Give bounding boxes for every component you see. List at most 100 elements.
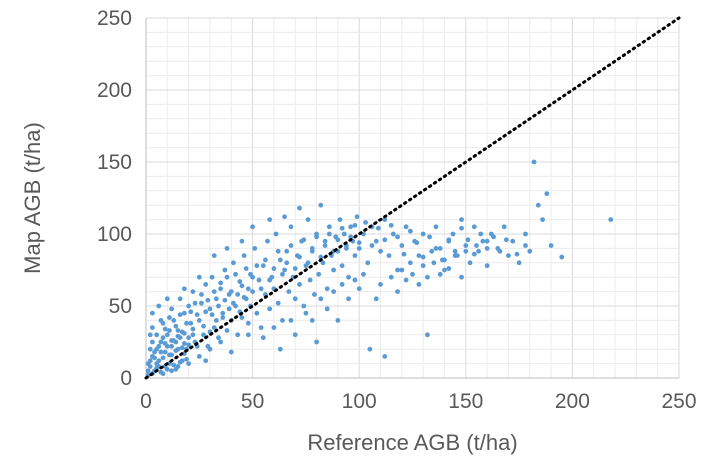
data-point: [267, 217, 273, 223]
data-point: [175, 333, 181, 339]
data-point: [267, 306, 273, 312]
data-point: [363, 220, 368, 225]
data-point: [297, 282, 302, 287]
data-point: [433, 246, 439, 251]
data-point: [388, 222, 394, 228]
data-point: [258, 286, 264, 292]
data-point: [403, 277, 409, 283]
data-point: [196, 354, 202, 359]
data-point: [184, 320, 189, 326]
data-point: [452, 253, 458, 258]
data-point: [147, 358, 153, 364]
data-point: [540, 217, 545, 223]
data-point: [271, 266, 277, 271]
data-point: [243, 266, 249, 271]
data-point: [235, 292, 241, 297]
data-point: [407, 228, 413, 234]
data-point: [337, 217, 343, 223]
data-point: [245, 332, 251, 338]
data-point: [192, 300, 198, 306]
data-point: [280, 271, 285, 277]
data-point: [199, 292, 204, 297]
data-point: [465, 237, 471, 243]
data-point: [491, 234, 496, 240]
data-point: [331, 289, 337, 294]
data-point: [181, 286, 187, 292]
data-point: [459, 274, 464, 280]
data-point: [175, 364, 181, 369]
data-point: [480, 238, 486, 244]
x-tick-label: 200: [555, 390, 590, 413]
data-point: [282, 214, 287, 220]
data-point: [256, 277, 262, 283]
data-point: [309, 248, 315, 254]
data-point: [184, 356, 189, 362]
data-point: [173, 348, 179, 354]
data-point: [305, 260, 311, 266]
data-point: [292, 332, 298, 338]
data-point: [213, 318, 219, 323]
data-point: [395, 234, 400, 240]
data-point: [292, 296, 298, 302]
data-point: [378, 282, 383, 287]
data-point: [452, 248, 458, 254]
data-point: [344, 246, 349, 251]
data-point: [175, 328, 181, 333]
data-point: [335, 318, 341, 323]
data-point: [382, 217, 388, 223]
data-point: [209, 312, 215, 318]
data-point: [188, 309, 194, 315]
data-point: [361, 271, 366, 277]
data-point: [171, 362, 177, 368]
data-point: [145, 368, 151, 374]
y-tick-label: 100: [97, 223, 132, 246]
data-point: [514, 251, 520, 257]
data-point: [241, 294, 247, 300]
data-point: [201, 332, 206, 338]
data-point: [169, 338, 174, 343]
data-point: [158, 349, 164, 355]
data-point: [260, 263, 266, 269]
data-point: [252, 246, 258, 251]
data-point: [284, 260, 290, 266]
data-point: [190, 289, 196, 294]
data-point: [356, 246, 362, 251]
data-point: [326, 224, 332, 230]
data-point: [284, 248, 290, 254]
data-point: [346, 274, 351, 280]
data-point: [437, 246, 443, 251]
data-point: [388, 274, 394, 280]
data-point: [354, 214, 360, 220]
data-point: [213, 296, 219, 302]
data-point: [164, 296, 170, 302]
data-point: [314, 339, 319, 345]
data-point: [427, 234, 432, 240]
data-point: [237, 279, 243, 284]
data-point: [186, 342, 192, 348]
data-point: [395, 289, 400, 294]
data-point: [446, 237, 452, 243]
data-point: [420, 263, 426, 269]
data-point: [239, 315, 245, 320]
data-point: [231, 260, 236, 266]
data-point: [410, 271, 415, 277]
data-point: [275, 300, 281, 306]
data-point: [484, 246, 490, 251]
data-point: [335, 237, 341, 243]
data-point: [250, 224, 256, 230]
data-point: [271, 325, 277, 330]
x-tick-label: 50: [241, 390, 264, 413]
data-point: [305, 217, 311, 223]
data-point: [297, 254, 302, 260]
data-point: [348, 234, 354, 240]
data-point: [203, 309, 209, 315]
data-point: [356, 286, 362, 292]
data-point: [516, 260, 522, 266]
data-point: [224, 328, 230, 333]
data-point: [226, 306, 232, 312]
data-point: [403, 224, 409, 230]
data-point: [535, 202, 541, 208]
data-point: [147, 332, 153, 338]
